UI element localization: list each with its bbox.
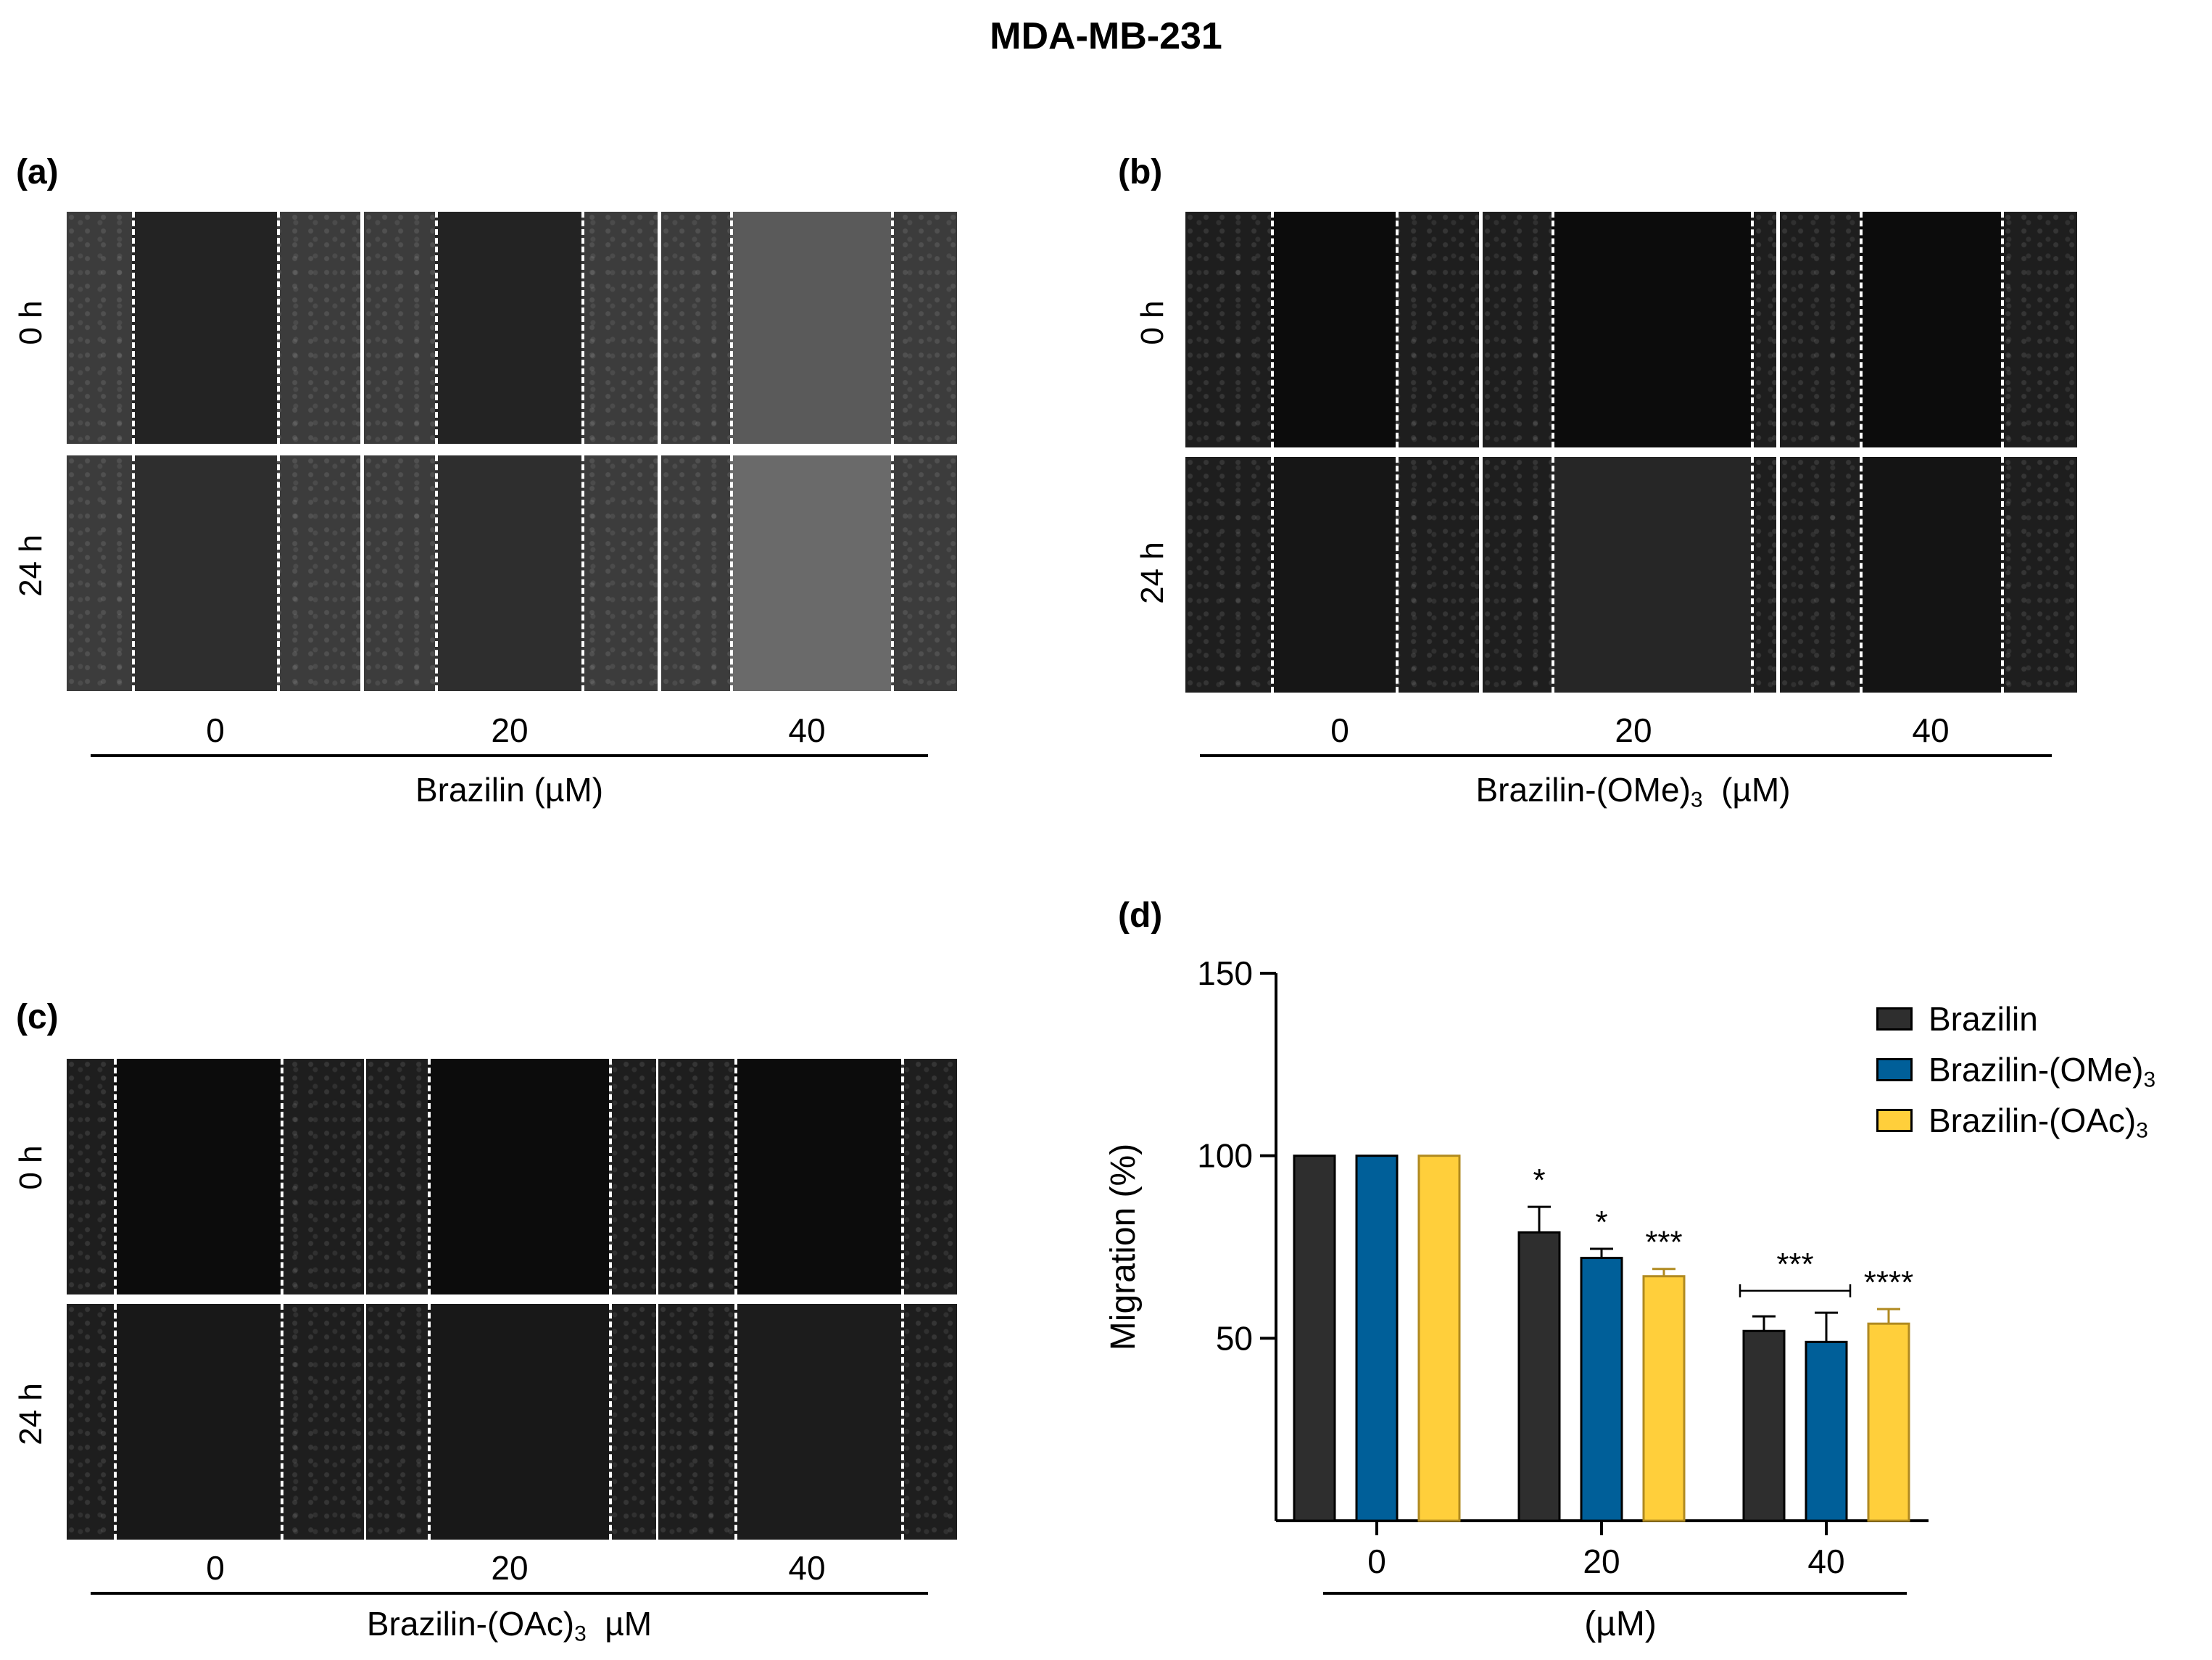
bar-2-0 xyxy=(1417,1155,1461,1522)
panel-a-image-24h-40 xyxy=(661,455,957,691)
panel-a-image-24h-20 xyxy=(364,455,658,691)
panel-b-dose-20: 20 xyxy=(1615,711,1652,749)
sig-40-oac3: **** xyxy=(1864,1265,1914,1300)
bar-0-0 xyxy=(1293,1155,1336,1522)
x-axis-label: (µM) xyxy=(1584,1605,1657,1643)
figure-title: MDA-MB-231 xyxy=(990,15,1222,57)
panel-b-image-0h-0 xyxy=(1185,212,1479,447)
panel-a-dose-0: 0 xyxy=(206,711,225,749)
panel-b-dose-0: 0 xyxy=(1330,711,1349,749)
panel-a-xlabel: Brazilin (µM) xyxy=(415,771,604,809)
panel-c-image-0h-40 xyxy=(658,1059,957,1294)
legend-label-oac3-sub: 3 xyxy=(2136,1118,2148,1143)
legend-item-brazilin: Brazilin xyxy=(1876,994,2155,1044)
panel-a-label: (a) xyxy=(16,153,59,191)
legend-label-brazilin-oac3: Brazilin-(OAc)3 xyxy=(1929,1101,2148,1143)
bar-2-20 xyxy=(1642,1275,1686,1522)
bar-0-20 xyxy=(1517,1231,1561,1522)
panel-c-xlabel-unit: µM xyxy=(586,1605,653,1643)
panel-a-underline xyxy=(91,754,928,757)
chart-legend: Brazilin Brazilin-(OMe)3 Brazilin-(OAc)3 xyxy=(1876,994,2155,1146)
legend-swatch-brazilin-oac3 xyxy=(1876,1109,1913,1132)
panel-c-dose-0: 0 xyxy=(206,1549,225,1587)
panel-a-dose-40: 40 xyxy=(788,711,826,749)
panel-c-xlabel: Brazilin-(OAc)3 µM xyxy=(239,1604,779,1646)
sig-20-ome3: * xyxy=(1595,1205,1607,1240)
panel-b-xlabel-unit: (µM) xyxy=(1702,771,1791,809)
panel-c-image-0h-20 xyxy=(366,1059,656,1294)
bar-2-40 xyxy=(1867,1322,1910,1522)
legend-item-brazilin-oac3: Brazilin-(OAc)3 xyxy=(1876,1095,2155,1146)
panel-a-dose-20: 20 xyxy=(491,711,529,749)
legend-label-brazilin-ome3: Brazilin-(OMe)3 xyxy=(1929,1050,2156,1092)
panel-c-dose-40: 40 xyxy=(788,1549,826,1587)
panel-c-dose-20: 20 xyxy=(491,1549,529,1587)
bar-0-40 xyxy=(1742,1329,1786,1522)
panel-c-image-24h-20 xyxy=(366,1304,656,1540)
panel-b-label: (b) xyxy=(1118,153,1163,191)
bar-1-0 xyxy=(1355,1155,1399,1522)
legend-item-brazilin-ome3: Brazilin-(OMe)3 xyxy=(1876,1044,2155,1095)
panel-c-xlabel-main: Brazilin-(OAc) xyxy=(366,1605,575,1643)
panel-b-image-24h-20 xyxy=(1483,457,1776,693)
panel-b-image-24h-40 xyxy=(1780,457,2077,693)
panel-b-image-0h-40 xyxy=(1780,212,2077,447)
legend-label-ome3-sub: 3 xyxy=(2143,1068,2156,1092)
legend-label-brazilin-main: Brazilin xyxy=(1929,1000,2038,1038)
x-tick-label-40: 40 xyxy=(1807,1543,1844,1580)
panel-c-image-0h-0 xyxy=(67,1059,364,1294)
panel-c-label: (c) xyxy=(16,998,59,1036)
legend-swatch-brazilin xyxy=(1876,1007,1913,1031)
panel-d-label: (d) xyxy=(1118,896,1163,935)
panel-b-xlabel-sub: 3 xyxy=(1690,788,1703,812)
legend-label-ome3-main: Brazilin-(OMe) xyxy=(1929,1051,2144,1089)
panel-c-image-24h-0 xyxy=(67,1304,364,1540)
panel-a-image-24h-0 xyxy=(67,455,360,691)
panel-a-image-0h-0 xyxy=(67,212,360,444)
x-tick-label-20: 20 xyxy=(1583,1543,1620,1580)
legend-swatch-brazilin-ome3 xyxy=(1876,1058,1913,1081)
y-tick-label-150: 150 xyxy=(1197,954,1253,992)
x-tick-label-0: 0 xyxy=(1367,1543,1386,1580)
sig-40-bracket: *** xyxy=(1776,1247,1813,1282)
y-tick-label-100: 100 xyxy=(1197,1137,1253,1175)
panel-a-image-0h-40 xyxy=(661,212,957,444)
sig-20-brazilin: * xyxy=(1533,1163,1545,1198)
panel-b-xlabel-main: Brazilin-(OMe) xyxy=(1475,771,1691,809)
panel-b-dose-40: 40 xyxy=(1912,711,1950,749)
bar-1-20 xyxy=(1580,1257,1623,1522)
panel-a-image-0h-20 xyxy=(364,212,658,444)
y-axis-label: Migration (%) xyxy=(1104,1144,1143,1350)
panel-b-xlabel: Brazilin-(OMe)3 (µM) xyxy=(1363,770,1903,812)
panel-c-xlabel-sub: 3 xyxy=(574,1622,587,1646)
panel-b-underline xyxy=(1200,754,2052,757)
legend-label-oac3-main: Brazilin-(OAc) xyxy=(1929,1102,2137,1139)
panel-b-image-24h-0 xyxy=(1185,457,1479,693)
panel-c-underline xyxy=(91,1592,928,1595)
panel-c-image-24h-40 xyxy=(658,1304,957,1540)
legend-label-brazilin: Brazilin xyxy=(1929,999,2038,1038)
bar-1-40 xyxy=(1805,1340,1848,1522)
sig-20-oac3: *** xyxy=(1645,1225,1682,1260)
y-tick-label-50: 50 xyxy=(1216,1319,1253,1357)
panel-b-image-0h-20 xyxy=(1483,212,1776,447)
